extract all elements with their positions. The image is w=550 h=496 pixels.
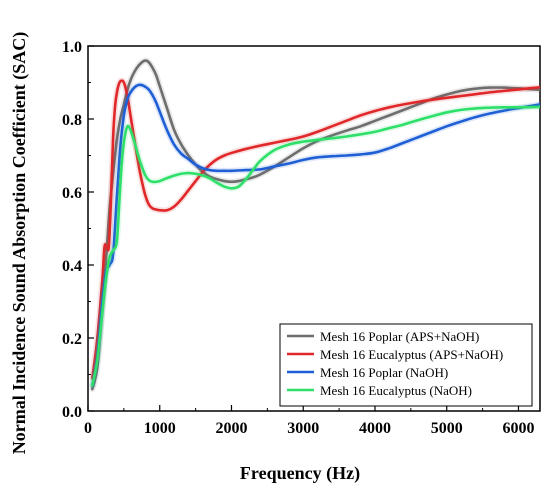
y-axis-title: Normal Incidence Sound Absorption Coeffi… <box>9 32 30 455</box>
series-line-3 <box>91 105 540 387</box>
y-tick-label: 0.6 <box>62 185 82 202</box>
legend: Mesh 16 Poplar (APS+NaOH) Mesh 16 Eucalyp… <box>279 323 533 407</box>
y-tick-label: 0.0 <box>62 404 82 421</box>
legend-label-0: Mesh 16 Poplar (APS+NaOH) <box>320 329 479 344</box>
series-line-1 <box>91 79 540 380</box>
x-tick-label: 3000 <box>287 420 319 437</box>
x-tick-label: 1000 <box>144 420 176 437</box>
y-tick-label: 0.2 <box>62 331 82 348</box>
legend-label-3: Mesh 16 Eucalyptus (NaOH) <box>320 383 472 398</box>
series-line-0 <box>91 59 540 391</box>
x-tick-label: 0 <box>84 420 92 437</box>
series-layer <box>89 57 540 393</box>
y-tick-label: 0.4 <box>62 258 82 275</box>
legend-label-1: Mesh 16 Eucalyptus (APS+NaOH) <box>320 347 503 362</box>
x-tick-label: 6000 <box>502 420 534 437</box>
series-line-2 <box>91 83 540 387</box>
x-axis: 0 1000 2000 3000 4000 5000 6000 <box>84 405 534 437</box>
y-tick-label: 1.0 <box>62 39 82 56</box>
x-tick-label: 4000 <box>359 420 391 437</box>
legend-label-2: Mesh 16 Poplar (NaOH) <box>320 365 448 380</box>
y-tick-label: 0.8 <box>62 112 82 129</box>
y-axis: 0.0 0.2 0.4 0.6 0.8 1.0 <box>62 39 94 421</box>
x-tick-label: 5000 <box>431 420 463 437</box>
x-tick-label: 2000 <box>215 420 247 437</box>
x-axis-title: Frequency (Hz) <box>240 463 360 484</box>
legend-box <box>279 323 533 407</box>
